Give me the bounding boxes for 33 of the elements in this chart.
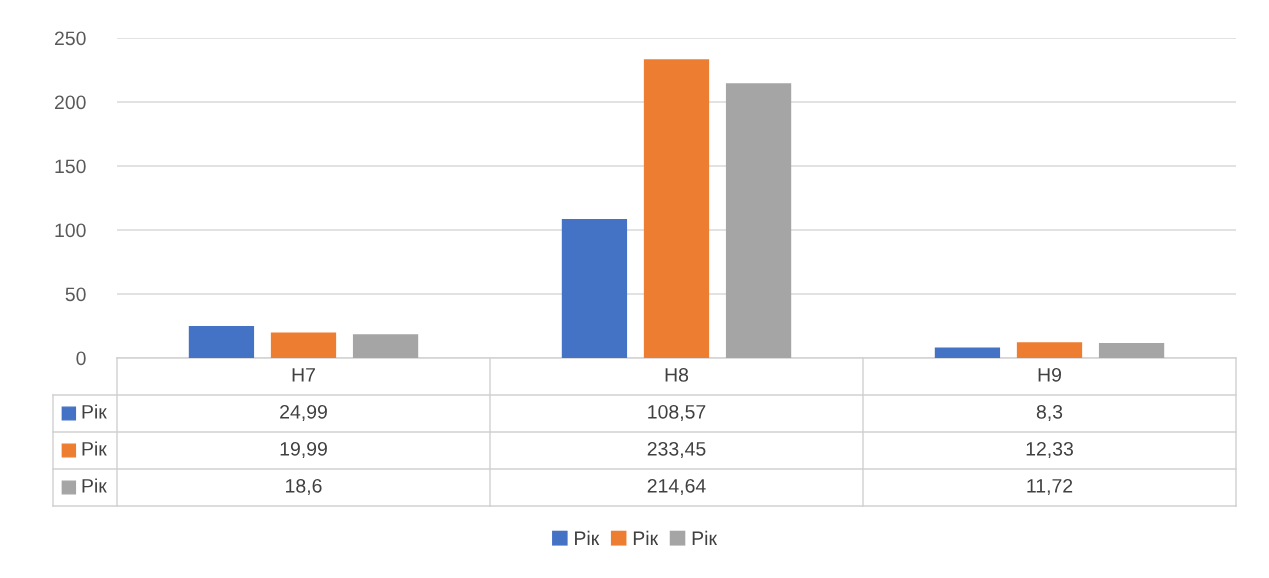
bar (1098, 343, 1165, 358)
x-tick-label: Н9 (1038, 367, 1062, 382)
data-label: 233,45 (647, 441, 706, 459)
data-label: 18,6 (286, 478, 322, 496)
bar (270, 332, 337, 358)
bar (725, 83, 792, 358)
bar (561, 219, 628, 358)
data-label: 24,99 (280, 404, 327, 422)
x-tick-label: Н8 (665, 367, 689, 382)
bar (1016, 342, 1083, 358)
text: Рік (82, 478, 107, 493)
bar (352, 334, 419, 358)
data-label: 214,64 (647, 478, 706, 496)
y-tick-label: 250 (54, 31, 86, 46)
bar (934, 347, 1001, 358)
data-label: 11,72 (1027, 478, 1073, 496)
legend-label: Рік (82, 404, 107, 419)
data-label: 108,57 (648, 404, 706, 422)
bar (188, 326, 255, 358)
data-label: 8,3 (1036, 404, 1063, 422)
legend-label: Рік (692, 530, 718, 545)
y-tick-label: 100 (55, 223, 86, 238)
data-label: 12,33 (1026, 441, 1073, 459)
bar (643, 59, 710, 358)
text: Рік (82, 441, 107, 456)
y-tick-label: 200 (54, 95, 86, 110)
y-tick-label: 50 (65, 287, 86, 302)
y-tick-label: 150 (55, 159, 86, 174)
legend-label: Рік (633, 530, 659, 545)
x-tick-label: Н7 (292, 368, 315, 382)
text: Рік (575, 530, 600, 545)
data-label: 19,99 (280, 441, 327, 459)
y-tick-label: 0 (76, 351, 86, 366)
